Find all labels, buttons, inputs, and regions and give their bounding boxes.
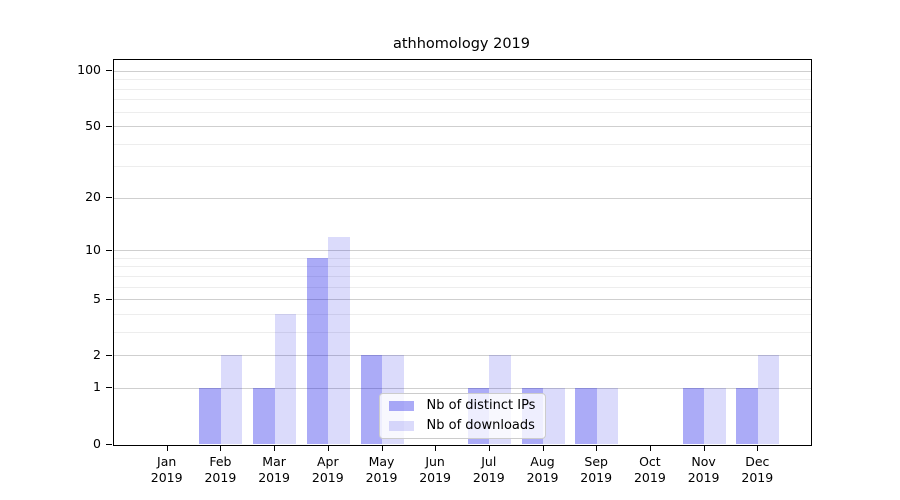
gridline-minor-70	[113, 99, 811, 101]
ytick-label-5: 5	[93, 290, 101, 306]
gridline-minor-90	[113, 79, 811, 81]
gridline-minor-80	[113, 88, 811, 90]
ytick-mark-50	[106, 125, 112, 127]
ytick-mark-1	[106, 387, 112, 389]
bar-nb-of-downloads-dec	[757, 355, 780, 444]
ytick-mark-5	[106, 298, 112, 300]
xtick-mark-jul	[488, 444, 490, 451]
plot-area: Nb of distinct IPs Nb of downloads	[112, 58, 812, 446]
legend-row-distinct-ips: Nb of distinct IPs	[388, 397, 537, 414]
gridline-major-5	[113, 299, 811, 301]
xtick-label-dec-2019: Dec 2019	[741, 453, 774, 486]
ytick-label-50: 50	[85, 117, 101, 133]
bar-nb-of-distinct-ips-may	[360, 355, 382, 444]
gridline-minor-4	[113, 313, 811, 315]
ytick-label-10: 10	[85, 241, 101, 257]
ytick-label-0: 0	[93, 435, 101, 451]
ytick-mark-20	[106, 197, 112, 199]
xtick-label-may-2019: May 2019	[365, 453, 398, 486]
bar-nb-of-distinct-ips-feb	[199, 387, 221, 444]
gridline-minor-9	[113, 257, 811, 259]
xtick-label-oct-2019: Oct 2019	[633, 453, 666, 486]
legend-swatch-distinct-ips	[388, 400, 414, 411]
xtick-mark-may	[381, 444, 383, 451]
gridline-minor-8	[113, 266, 811, 268]
xtick-mark-feb	[220, 444, 222, 451]
xtick-label-jan-2019: Jan 2019	[150, 453, 183, 486]
xtick-mark-jan	[166, 444, 168, 451]
xtick-mark-mar	[274, 444, 276, 451]
bar-nb-of-downloads-aug	[543, 387, 565, 444]
ytick-label-100: 100	[77, 62, 101, 78]
xtick-label-jul-2019: Jul 2019	[472, 453, 505, 486]
ytick-mark-10	[106, 249, 112, 251]
bar-nb-of-distinct-ips-sep	[575, 387, 597, 444]
gridline-major-50	[113, 126, 811, 128]
bar-nb-of-downloads-feb	[220, 355, 243, 444]
xtick-label-jun-2019: Jun 2019	[419, 453, 451, 486]
gridline-minor-7	[113, 275, 811, 277]
xtick-label-sep-2019: Sep 2019	[580, 453, 613, 486]
ytick-label-2: 2	[93, 346, 101, 362]
ytick-mark-0	[106, 443, 112, 445]
ytick-label-20: 20	[85, 189, 101, 205]
bar-nb-of-downloads-nov	[704, 387, 726, 444]
xtick-mark-oct	[649, 444, 651, 451]
xtick-mark-aug	[542, 444, 544, 451]
ytick-mark-2	[106, 354, 112, 356]
legend: Nb of distinct IPs Nb of downloads	[378, 392, 546, 439]
xtick-label-aug-2019: Aug 2019	[526, 453, 559, 486]
xtick-label-mar-2019: Mar 2019	[258, 453, 290, 486]
xtick-label-apr-2019: Apr 2019	[311, 453, 344, 486]
gridline-minor-40	[113, 143, 811, 145]
ytick-label-1: 1	[93, 379, 101, 395]
xtick-mark-nov	[703, 444, 705, 451]
xtick-label-feb-2019: Feb 2019	[204, 453, 237, 486]
ytick-mark-100	[106, 70, 112, 72]
xtick-mark-apr	[327, 444, 329, 451]
legend-swatch-downloads	[388, 420, 414, 431]
legend-row-downloads: Nb of downloads	[388, 417, 537, 434]
bar-nb-of-distinct-ips-mar	[253, 387, 275, 444]
xtick-mark-jun	[435, 444, 437, 451]
bar-nb-of-distinct-ips-dec	[736, 387, 758, 444]
bar-nb-of-distinct-ips-apr	[306, 257, 329, 444]
bar-nb-of-downloads-sep	[596, 387, 619, 444]
gridline-minor-30	[113, 166, 811, 168]
xtick-label-nov-2019: Nov 2019	[687, 453, 720, 486]
gridline-major-100	[113, 70, 811, 72]
xtick-mark-sep	[596, 444, 598, 451]
bar-nb-of-downloads-mar	[274, 313, 297, 444]
gridline-minor-60	[113, 111, 811, 113]
gridline-minor-3	[113, 331, 811, 333]
xtick-mark-dec	[757, 444, 759, 451]
legend-label-downloads: Nb of downloads	[426, 418, 535, 433]
gridline-major-2	[113, 355, 811, 357]
bar-nb-of-distinct-ips-nov	[682, 387, 705, 444]
bar-nb-of-downloads-apr	[328, 236, 350, 444]
legend-label-distinct-ips: Nb of distinct IPs	[426, 398, 536, 413]
gridline-major-10	[113, 250, 811, 252]
gridline-minor-6	[113, 286, 811, 288]
gridline-major-20	[113, 197, 811, 199]
chart-title: athhomology 2019	[392, 36, 530, 52]
